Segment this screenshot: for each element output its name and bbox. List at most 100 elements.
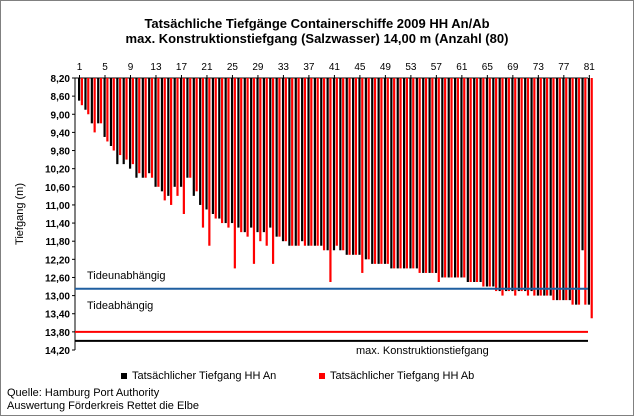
bar-departure [220,78,224,224]
bar-arrival [211,78,215,214]
x-tick-label: 17 [176,62,188,73]
bar-arrival [288,78,291,246]
bar-departure [138,78,141,174]
bar-arrival [199,78,202,205]
y-axis-label: Tiefgang (m) [14,183,26,245]
bar-departure [456,78,459,278]
bar-arrival [511,78,514,292]
y-tick-label: 13,40 [45,310,70,321]
analysis-credit-line: Auswertung Förderkreis Rettet die Elbe [7,400,199,412]
bar-departure [495,78,498,292]
bar-departure [182,78,185,214]
x-tick-label: 21 [201,62,213,73]
bar-arrival [135,78,138,178]
bar-arrival [485,78,489,287]
bar-arrival [364,78,367,260]
bar-arrival [383,78,387,264]
y-tick-label: 8,20 [51,74,71,85]
bar-arrival [562,78,565,301]
x-tick-label: 69 [507,62,519,73]
bar-departure [208,78,211,246]
bar-arrival [403,78,406,269]
bar-arrival [415,78,418,269]
bar-arrival [218,78,221,219]
bar-departure [99,78,103,124]
bar-arrival [148,78,151,174]
x-tick-label: 9 [128,62,134,73]
x-tick-label: 73 [533,62,545,73]
bar-departure [488,78,491,287]
bar-departure [278,78,281,237]
bar-arrival [90,78,93,124]
x-tick-label: 49 [380,62,392,73]
bar-departure [297,78,300,246]
bar-arrival [250,78,253,228]
bar-departure [284,78,287,242]
bar-arrival [466,78,469,282]
bar-departure [546,78,549,296]
bar-departure [227,78,230,228]
bar-arrival [141,78,144,178]
bar-departure [93,78,96,133]
bar-departure [386,78,389,264]
bar-arrival [179,78,183,187]
bar-arrival [186,78,189,178]
bar-departure [131,78,134,165]
legend-item-departure: Tatsächlicher Tiefgang HH Ab [319,369,474,383]
bar-departure [373,78,377,264]
bar-arrival [524,78,527,292]
y-tick-label: 9,00 [51,110,71,121]
bar-arrival [473,78,476,282]
bar-departure [150,78,154,178]
y-tick-label: 8,60 [51,92,71,103]
y-tick-label: 11,40 [46,219,71,230]
bar-departure [233,78,236,269]
bar-departure [316,78,319,246]
x-tick-label: 37 [303,62,315,73]
bar-departure [348,78,351,255]
bar-arrival [498,78,501,292]
bar-arrival [269,78,272,228]
bar-departure [201,78,205,228]
bar-arrival [536,78,540,296]
bar-departure [335,78,338,246]
bar-arrival [581,78,584,251]
bar-arrival [352,78,355,255]
bar-departure [577,78,581,305]
bar-departure [533,78,536,296]
bar-departure [380,78,383,264]
legend-label-arrival: Tatsächlicher Tiefgang HH An [132,370,277,382]
chart-legend: Tatsächlicher Tiefgang HH An Tatsächlich… [107,369,507,383]
y-tick-label: 14,20 [45,346,70,357]
bar-arrival [371,78,374,264]
bar-departure [418,78,421,273]
bar-arrival [167,78,170,196]
bar-departure [259,78,262,242]
bar-arrival [517,78,520,292]
bar-arrival [460,78,463,278]
bar-departure [584,78,587,305]
bar-arrival [224,78,227,224]
x-tick-label: 65 [482,62,494,73]
bar-arrival [275,78,278,237]
bar-arrival [205,78,208,210]
y-tick-label: 11,80 [46,237,71,248]
annotation-tide-dependent: Tideabhängig [87,300,153,312]
bar-departure [437,78,440,282]
bar-departure [571,78,574,305]
x-tick-label: 1 [77,62,83,73]
bar-arrival [434,78,438,273]
bar-arrival [154,78,157,187]
bar-departure [354,78,358,255]
bar-departure [431,78,434,273]
bar-departure [412,78,415,269]
bar-arrival [109,78,113,146]
bar-departure [565,78,568,301]
annotation-tide-independent: Tideunabhängig [87,270,166,282]
chart-subtitle: max. Konstruktionstiefgang (Salzwasser) … [125,31,509,46]
bar-departure [195,78,198,192]
bar-departure [361,78,364,273]
source-line: Quelle: Hamburg Port Authority [7,387,160,399]
x-tick-label: 25 [227,62,239,73]
